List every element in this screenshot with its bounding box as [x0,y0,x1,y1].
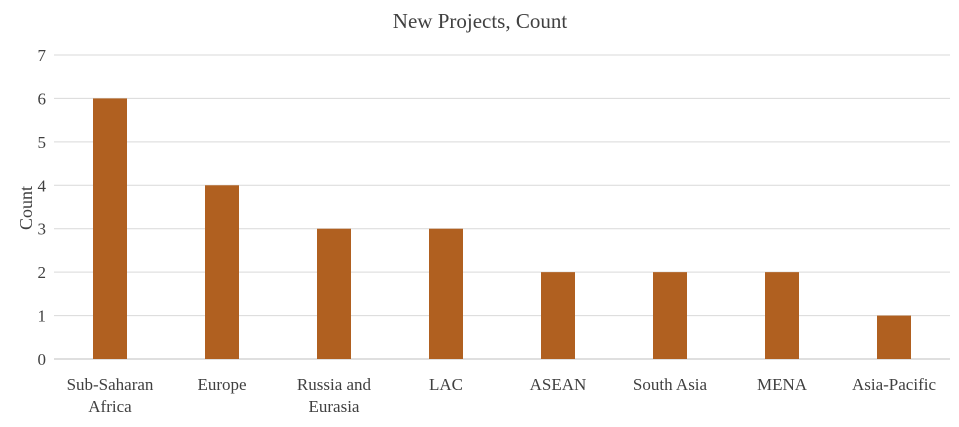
bar [205,185,239,359]
x-tick-label: Sub-Saharan Africa [67,375,154,416]
bar [877,315,911,359]
x-tick-label: MENA [757,375,808,394]
y-tick-label: 7 [38,46,47,65]
bar [765,272,799,359]
x-tick-label: Europe [197,375,246,394]
chart-title: New Projects, Count [393,9,568,33]
x-tick-labels: Sub-Saharan Africa Europe Russia and Eurasia… [67,375,937,416]
x-tick-label: Russia and Eurasia [297,375,372,416]
y-axis-label: Count [16,186,36,230]
y-tick-label: 4 [38,176,47,195]
bars [93,98,911,359]
x-tick-label: South Asia [633,375,708,394]
x-tick-label: ASEAN [530,375,587,394]
bar [541,272,575,359]
bar [317,228,351,359]
y-tick-label: 0 [38,350,47,369]
y-tick-label: 2 [38,263,47,282]
y-tick-label: 3 [38,220,47,239]
y-tick-label: 1 [38,307,47,326]
x-tick-label: LAC [429,375,463,394]
x-tick-label: Asia-Pacific [852,375,936,394]
y-tick-label: 5 [38,133,47,152]
bar [429,228,463,359]
bar [653,272,687,359]
y-tick-labels: 0 1 2 3 4 5 6 7 [38,46,47,369]
gridlines [54,54,950,360]
y-tick-label: 6 [38,89,47,108]
bar [93,98,127,359]
